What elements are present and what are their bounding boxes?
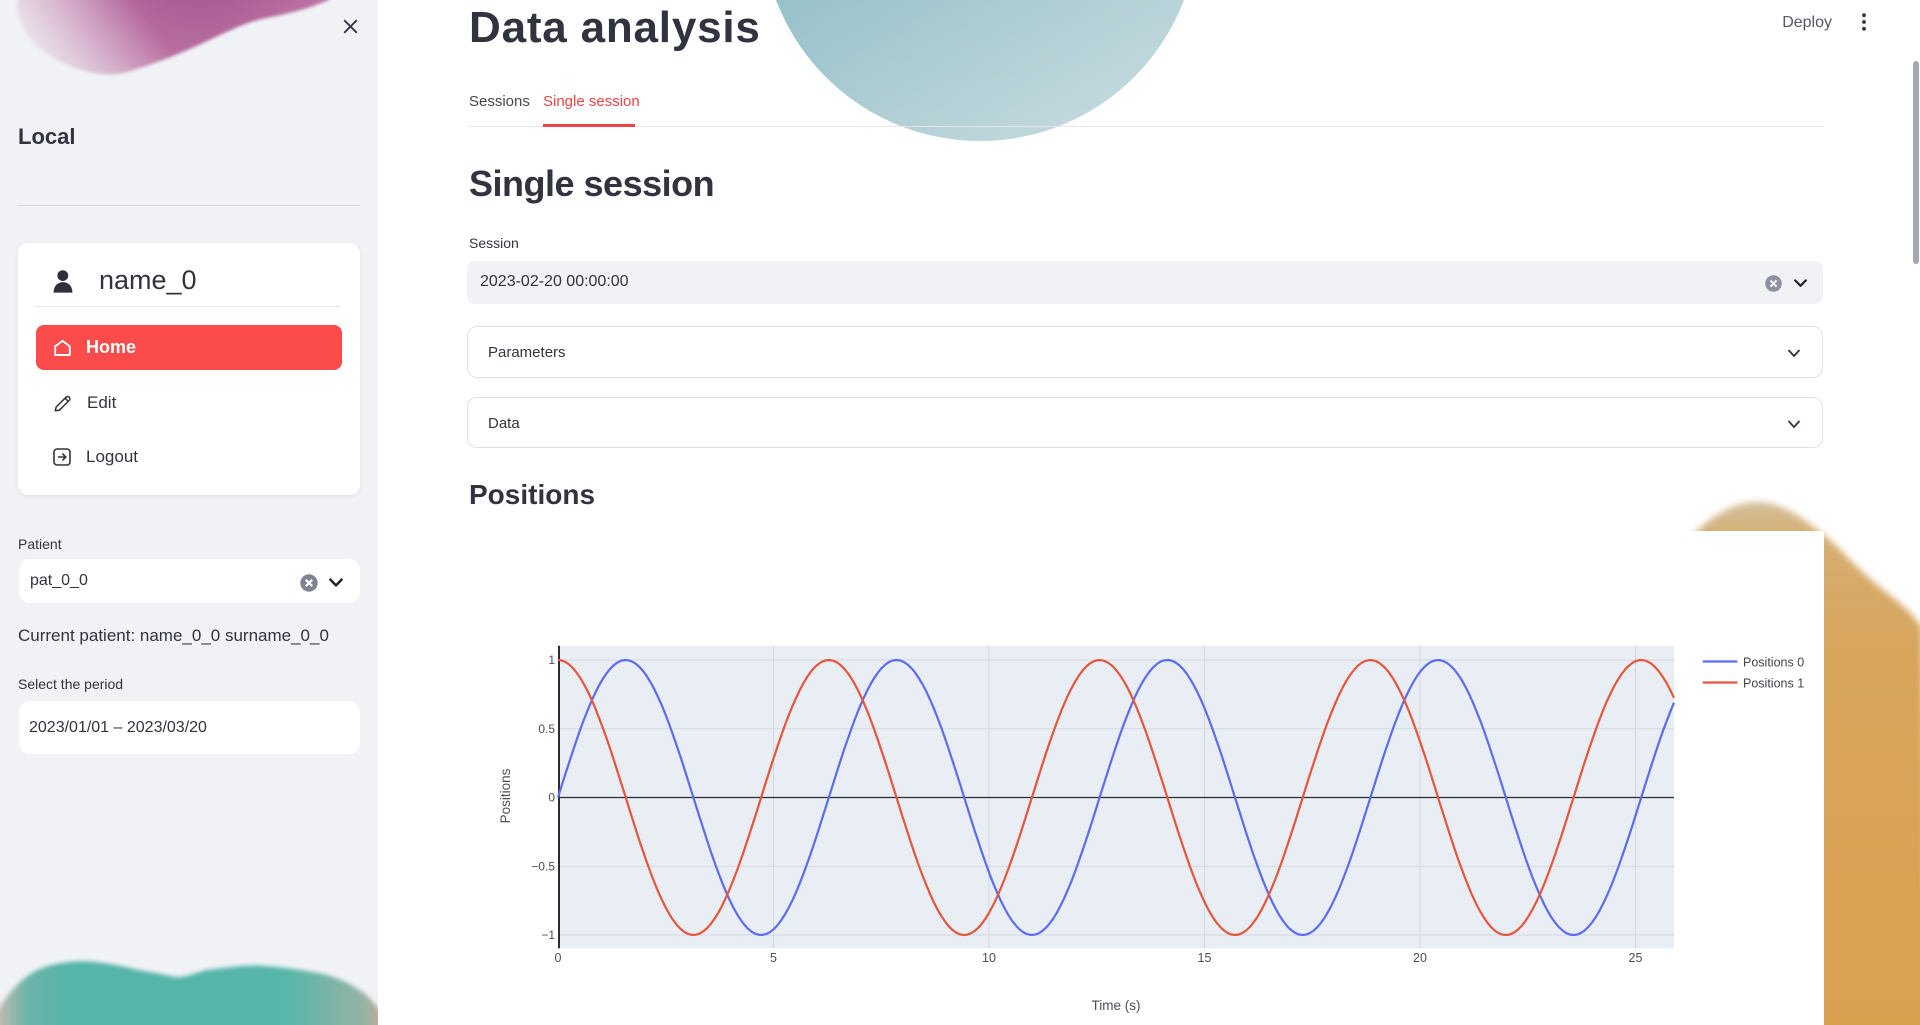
svg-text:Positions 1: Positions 1 xyxy=(1743,676,1804,690)
svg-text:15: 15 xyxy=(1198,951,1212,965)
svg-text:−1: −1 xyxy=(541,928,555,942)
svg-text:−0.5: −0.5 xyxy=(531,859,555,873)
svg-text:Time (s): Time (s) xyxy=(1092,998,1141,1013)
svg-text:25: 25 xyxy=(1629,951,1643,965)
svg-text:5: 5 xyxy=(770,951,777,965)
svg-text:20: 20 xyxy=(1413,951,1427,965)
svg-text:1: 1 xyxy=(548,653,555,667)
svg-text:Positions 0: Positions 0 xyxy=(1743,655,1804,669)
svg-text:Positions: Positions xyxy=(498,768,513,823)
svg-text:0.5: 0.5 xyxy=(538,722,555,736)
svg-text:0: 0 xyxy=(548,791,555,805)
svg-text:10: 10 xyxy=(982,951,996,965)
svg-text:0: 0 xyxy=(555,951,562,965)
